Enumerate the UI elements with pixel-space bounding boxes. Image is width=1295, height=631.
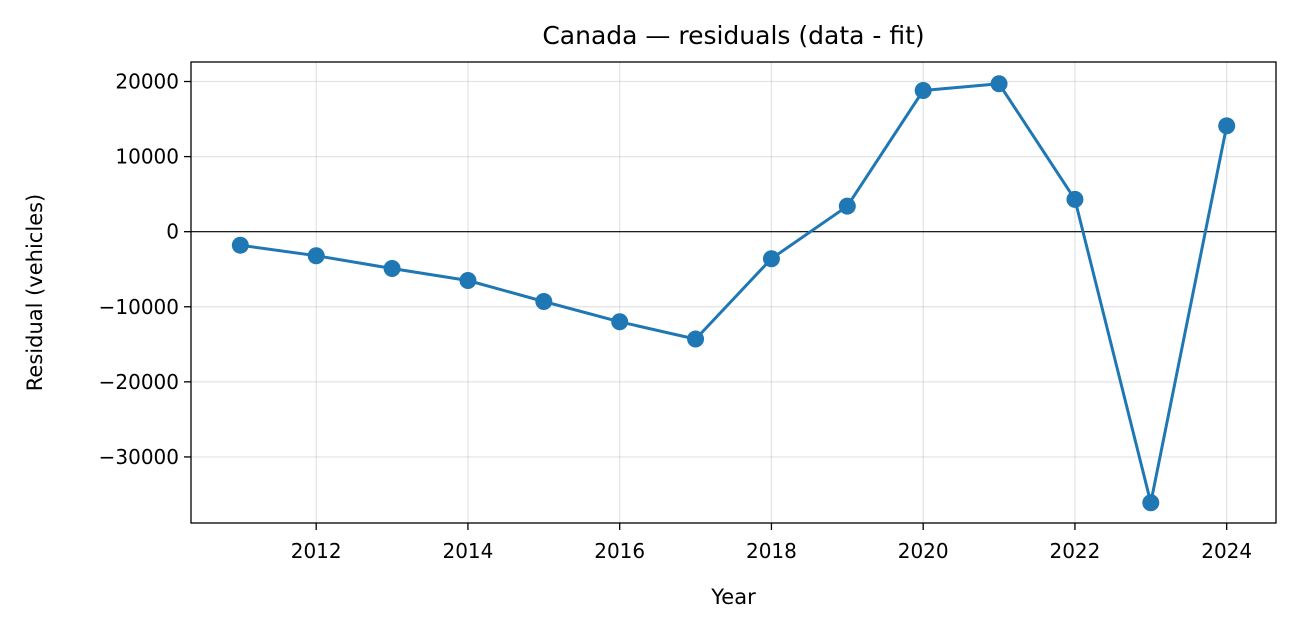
y-tick-label: −30000 <box>99 445 179 469</box>
data-point <box>687 330 705 348</box>
chart-title: Canada — residuals (data - fit) <box>542 21 924 50</box>
y-tick-label: −20000 <box>99 370 179 394</box>
x-axis-label: Year <box>710 585 756 609</box>
grid <box>191 62 1276 523</box>
y-tick-label: 0 <box>166 220 179 244</box>
data-point <box>611 313 629 331</box>
x-tick-label: 2020 <box>898 539 949 563</box>
x-axis-ticks: 2012 2014 2016 2018 2020 2022 2024 <box>291 523 1252 563</box>
y-tick-label: 20000 <box>115 70 179 94</box>
y-axis-label: Residual (vehicles) <box>23 194 47 391</box>
x-tick-label: 2018 <box>746 539 797 563</box>
x-tick-label: 2012 <box>291 539 342 563</box>
x-tick-label: 2022 <box>1049 539 1100 563</box>
series-line <box>240 82 1229 505</box>
data-point <box>1142 494 1160 512</box>
data-point <box>1218 117 1236 135</box>
x-tick-label: 2016 <box>594 539 645 563</box>
data-point <box>459 271 477 289</box>
data-point <box>914 82 932 100</box>
data-point <box>307 247 325 265</box>
y-tick-label: −10000 <box>99 295 179 319</box>
data-point <box>762 250 780 268</box>
data-point <box>383 259 401 277</box>
data-point <box>535 293 553 311</box>
x-tick-label: 2024 <box>1201 539 1252 563</box>
data-point <box>838 197 856 215</box>
data-point <box>231 236 249 254</box>
y-axis-ticks: 20000 10000 0 −10000 −20000 −30000 <box>99 70 191 469</box>
x-tick-label: 2014 <box>442 539 493 563</box>
data-point <box>990 75 1008 93</box>
plot-frame <box>190 61 1277 524</box>
y-tick-label: 10000 <box>115 145 179 169</box>
data-series <box>231 75 1236 512</box>
data-point <box>1066 190 1084 208</box>
